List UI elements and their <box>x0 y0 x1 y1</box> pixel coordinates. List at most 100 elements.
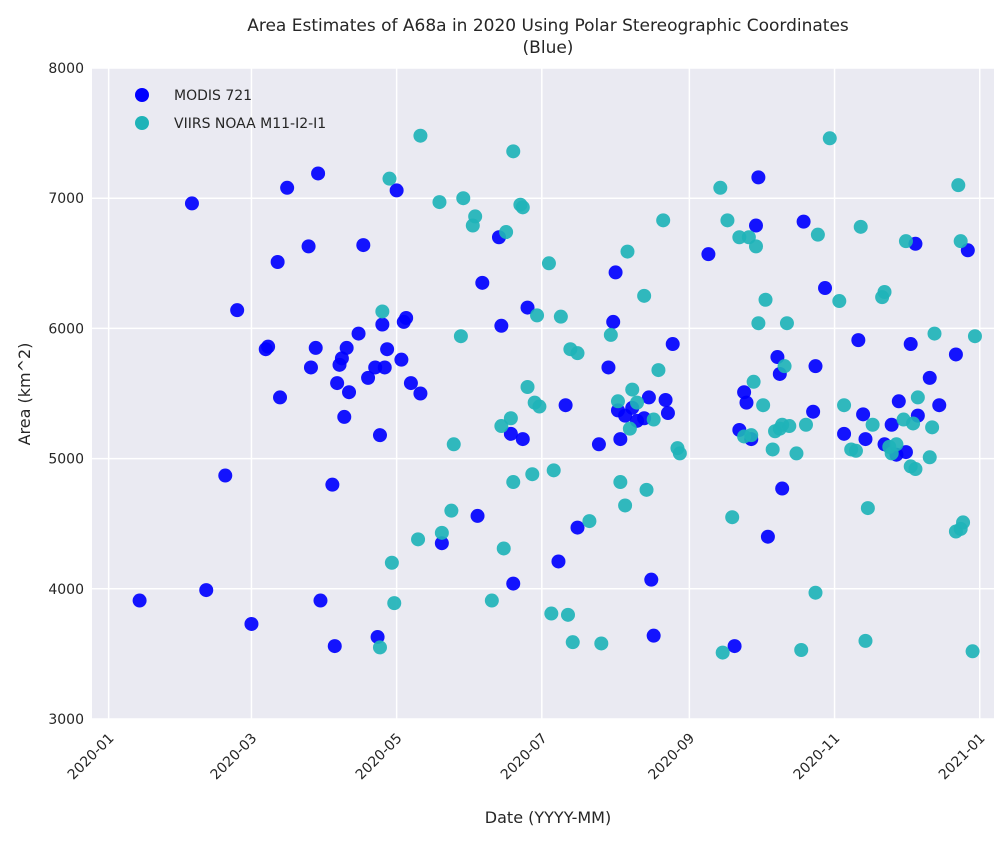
viirs-point <box>375 304 390 319</box>
modis-point <box>903 337 918 352</box>
legend-label-viirs: VIIRS NOAA M11-I2-I1 <box>174 116 326 132</box>
modis-point <box>370 629 385 644</box>
x-tick-label: 2020-01 <box>65 731 118 784</box>
modis-point <box>551 554 566 569</box>
viirs-point <box>953 234 968 249</box>
modis-point <box>737 385 752 400</box>
viirs-point <box>382 171 397 186</box>
modis-point <box>313 593 328 608</box>
viirs-point <box>520 379 535 394</box>
viirs-point <box>656 213 671 228</box>
viirs-point <box>610 394 625 409</box>
viirs-point <box>506 144 521 159</box>
viirs-point <box>758 292 773 307</box>
modis-point <box>806 404 821 419</box>
viirs-point <box>639 482 654 497</box>
viirs-point <box>618 498 633 513</box>
viirs-point <box>922 450 937 465</box>
modis-point <box>475 275 490 290</box>
x-axis-ticks: 2020-01 2020-03 2020-05 2020-07 2020-09 2020-… <box>65 731 989 784</box>
viirs-point <box>777 359 792 374</box>
viirs-point <box>751 316 766 331</box>
viirs-point <box>860 501 875 516</box>
modis-point <box>808 359 823 374</box>
viirs-point <box>779 316 794 331</box>
viirs-point <box>810 227 825 242</box>
modis-point <box>665 337 680 352</box>
modis-point <box>506 576 521 591</box>
modis-point <box>922 370 937 385</box>
modis-point <box>377 360 392 375</box>
modis-point <box>520 300 535 315</box>
viirs-point <box>720 213 735 228</box>
y-tick-label: 3000 <box>48 712 84 728</box>
modis-point <box>380 342 395 357</box>
viirs-point <box>613 475 628 490</box>
x-tick-label: 2020-09 <box>646 731 699 784</box>
viirs-point <box>925 420 940 435</box>
modis-point <box>884 417 899 432</box>
viirs-point <box>858 633 873 648</box>
viirs-point <box>565 635 580 650</box>
modis-point <box>372 428 387 443</box>
modis-point <box>851 333 866 348</box>
modis-point <box>701 247 716 262</box>
viirs-point <box>908 462 923 477</box>
modis-point <box>818 281 833 296</box>
modis-point <box>244 616 259 631</box>
modis-point <box>339 340 354 355</box>
modis-point <box>606 314 621 329</box>
modis-point <box>494 318 509 333</box>
modis-point <box>727 639 742 654</box>
viirs-point <box>496 541 511 556</box>
viirs-point <box>725 510 740 525</box>
x-tick-label: 2020-07 <box>498 731 551 784</box>
legend-marker-viirs <box>135 116 149 130</box>
modis-point <box>311 166 326 181</box>
viirs-point <box>553 309 568 324</box>
viirs-point <box>651 363 666 378</box>
x-axis-label: Date (YYYY-MM) <box>485 808 611 827</box>
viirs-point <box>594 636 609 651</box>
y-tick-label: 8000 <box>48 61 84 77</box>
viirs-point <box>822 131 837 146</box>
y-axis-label: Area (km^2) <box>15 343 34 446</box>
viirs-point <box>622 421 637 436</box>
modis-point <box>273 390 288 405</box>
viirs-point <box>603 327 618 342</box>
modis-point <box>646 628 661 643</box>
modis-point <box>308 340 323 355</box>
viirs-point <box>672 446 687 461</box>
modis-point <box>898 445 913 460</box>
y-tick-label: 4000 <box>48 582 84 598</box>
viirs-point <box>865 417 880 432</box>
viirs-point <box>837 398 852 413</box>
viirs-point <box>387 596 402 611</box>
modis-point <box>749 218 764 233</box>
modis-point <box>558 398 573 413</box>
modis-point <box>270 254 285 269</box>
viirs-point <box>620 244 635 259</box>
viirs-point <box>372 640 387 655</box>
viirs-point <box>956 515 971 530</box>
y-tick-label: 5000 <box>48 452 84 468</box>
viirs-point <box>532 399 547 414</box>
viirs-point <box>413 128 428 143</box>
viirs-point <box>468 209 483 224</box>
grid <box>92 67 994 720</box>
viirs-point <box>789 446 804 461</box>
viirs-point <box>853 219 868 234</box>
modis-point <box>337 409 352 424</box>
chart-title: Area Estimates of A68a in 2020 Using Pol… <box>247 16 849 36</box>
viirs-point <box>446 437 461 452</box>
modis-point <box>199 583 214 598</box>
modis-point <box>330 376 345 391</box>
modis-point <box>856 407 871 422</box>
modis-point <box>796 214 811 229</box>
modis-point <box>470 508 485 523</box>
viirs-point <box>494 419 509 434</box>
viirs-point <box>927 326 942 341</box>
viirs-point <box>570 346 585 361</box>
viirs-point <box>646 412 661 427</box>
